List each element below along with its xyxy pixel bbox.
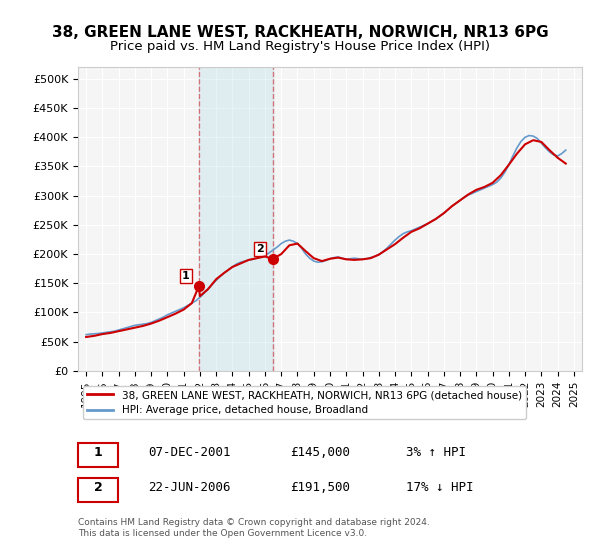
Text: 22-JUN-2006: 22-JUN-2006 xyxy=(149,481,231,494)
Text: Contains HM Land Registry data © Crown copyright and database right 2024.
This d: Contains HM Land Registry data © Crown c… xyxy=(78,519,430,538)
Text: 07-DEC-2001: 07-DEC-2001 xyxy=(149,446,231,459)
Text: 1: 1 xyxy=(94,446,103,459)
Text: 38, GREEN LANE WEST, RACKHEATH, NORWICH, NR13 6PG: 38, GREEN LANE WEST, RACKHEATH, NORWICH,… xyxy=(52,25,548,40)
FancyBboxPatch shape xyxy=(78,478,118,502)
FancyBboxPatch shape xyxy=(78,443,118,466)
Text: 1: 1 xyxy=(182,271,190,281)
Text: Price paid vs. HM Land Registry's House Price Index (HPI): Price paid vs. HM Land Registry's House … xyxy=(110,40,490,53)
Text: £191,500: £191,500 xyxy=(290,481,350,494)
Bar xyxy=(199,67,272,371)
Text: 2: 2 xyxy=(94,481,103,494)
Text: £145,000: £145,000 xyxy=(290,446,350,459)
Text: 3% ↑ HPI: 3% ↑ HPI xyxy=(406,446,466,459)
Legend: 38, GREEN LANE WEST, RACKHEATH, NORWICH, NR13 6PG (detached house), HPI: Average: 38, GREEN LANE WEST, RACKHEATH, NORWICH,… xyxy=(83,386,526,419)
Text: 17% ↓ HPI: 17% ↓ HPI xyxy=(406,481,473,494)
Text: 2: 2 xyxy=(256,244,263,254)
